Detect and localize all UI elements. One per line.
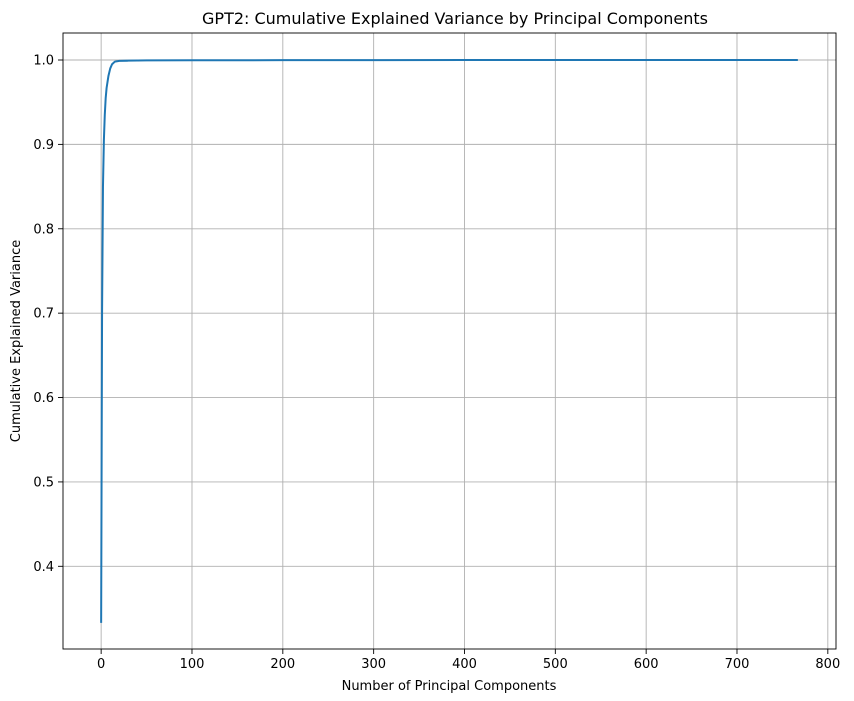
y-tick-label: 0.9 xyxy=(33,138,54,153)
y-tick-label: 1.0 xyxy=(33,54,54,69)
y-axis-label: Cumulative Explained Variance xyxy=(9,240,24,442)
series-layer xyxy=(100,59,798,623)
x-tick-label: 700 xyxy=(725,657,750,672)
x-tick-label: 100 xyxy=(180,657,205,672)
y-tick-label: 0.8 xyxy=(33,222,54,237)
x-tick-label: 600 xyxy=(634,657,659,672)
x-tick-label: 800 xyxy=(815,657,840,672)
series-line xyxy=(100,59,798,623)
x-tick-label: 500 xyxy=(543,657,568,672)
y-tick-label: 0.4 xyxy=(33,560,54,575)
x-tick-label: 200 xyxy=(270,657,295,672)
chart-title: GPT2: Cumulative Explained Variance by P… xyxy=(202,9,708,28)
x-tick-label: 0 xyxy=(97,657,105,672)
tick-layer: 0 100 200 300 400 500 600 700 800 0.4 0.5 0.6 0.7 0.8… xyxy=(33,54,840,672)
y-tick-label: 0.5 xyxy=(33,475,54,490)
x-tick-label: 300 xyxy=(361,657,386,672)
grid-layer xyxy=(63,33,836,649)
x-tick-label: 400 xyxy=(452,657,477,672)
y-tick-label: 0.6 xyxy=(33,391,54,406)
plot-frame xyxy=(62,32,837,650)
x-axis-label: Number of Principal Components xyxy=(342,679,557,694)
y-tick-label: 0.7 xyxy=(33,307,54,322)
